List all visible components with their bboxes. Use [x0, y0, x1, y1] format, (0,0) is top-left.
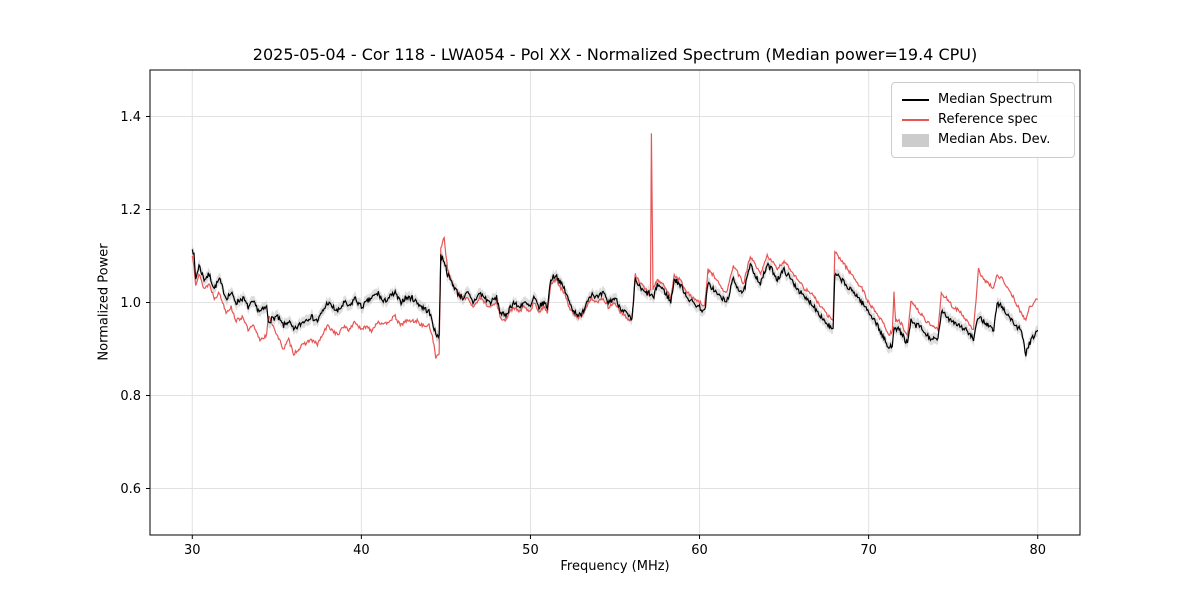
x-tick-label: 30 — [184, 543, 201, 558]
x-tick-label: 70 — [860, 543, 877, 558]
legend-label-mad: Median Abs. Dev. — [938, 132, 1051, 147]
legend-label-median: Median Spectrum — [938, 92, 1053, 107]
x-axis-label: Frequency (MHz) — [560, 559, 670, 574]
legend-entry-median-spectrum: Median Spectrum — [902, 90, 1064, 110]
reference-spec-line — [191, 133, 1039, 359]
y-tick-label: 1.4 — [120, 110, 141, 125]
legend-line-sample-reference — [902, 119, 929, 121]
y-tick-label: 0.8 — [120, 389, 141, 404]
x-tick-label: 40 — [353, 543, 370, 558]
legend-patch-sample-mad — [902, 133, 929, 147]
x-tick-label: 50 — [522, 543, 539, 558]
legend-label-reference: Reference spec — [938, 112, 1038, 127]
chart-title: 2025-05-04 - Cor 118 - LWA054 - Pol XX -… — [252, 45, 978, 64]
y-axis-label: Normalized Power — [96, 243, 112, 361]
y-tick-label: 1.2 — [120, 203, 141, 218]
y-tick-label: 0.6 — [120, 482, 141, 497]
legend-entry-mad: Median Abs. Dev. — [902, 130, 1064, 150]
median-spectrum-line — [191, 249, 1039, 357]
legend: Median Spectrum Reference spec Median Ab… — [891, 82, 1075, 158]
x-tick-label: 60 — [691, 543, 708, 558]
y-tick-label: 1.0 — [120, 296, 141, 311]
legend-entry-reference-spec: Reference spec — [902, 110, 1064, 130]
legend-line-sample-median — [902, 99, 929, 101]
x-tick-label: 80 — [1029, 543, 1046, 558]
